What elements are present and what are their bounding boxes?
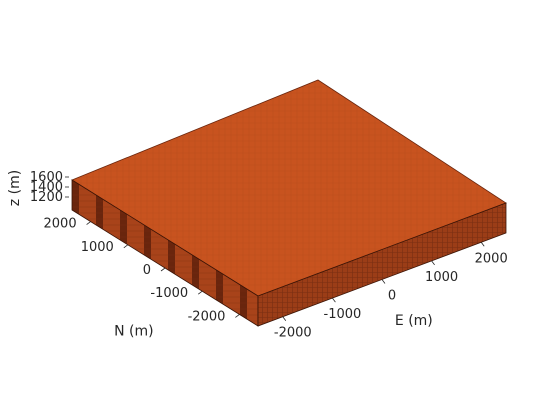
n-axis-tick-label: -2000: [188, 309, 226, 324]
block-right-face: [257, 202, 507, 327]
e-axis-tick-label: -1000: [324, 307, 362, 322]
e-axis-tick: [381, 279, 386, 284]
n-axis-tick: [197, 290, 203, 295]
e-axis-tick-label: 0: [388, 289, 396, 304]
n-axis-tick: [86, 221, 91, 225]
n-axis-label: N (m): [114, 323, 153, 339]
n-axis-tick: [123, 244, 129, 249]
z-axis-tick-label: 1200: [30, 190, 63, 205]
e-axis-tick-label: -2000: [274, 326, 312, 341]
e-axis-tick: [282, 316, 287, 321]
z-axis-tick-label: 1400: [30, 180, 63, 195]
e-axis-label: E (m): [395, 313, 433, 329]
e-axis-tick: [431, 260, 435, 266]
e-axis-tick-label: 1000: [425, 270, 458, 285]
n-axis-tick-label: 2000: [44, 217, 77, 232]
z-axis-tick-label: 1600: [30, 170, 63, 185]
n-axis: -2000-1000 0 1000 2000 N (m): [44, 217, 240, 339]
e-axis: -2000 -1000 0 1000 2000 E (m): [274, 242, 508, 341]
e-axis-tick-label: 2000: [475, 251, 508, 266]
e-axis-tick: [332, 297, 336, 303]
n-axis-tick-label: 1000: [81, 240, 114, 255]
n-axis-tick-label: 0: [143, 263, 151, 278]
e-axis-tick: [480, 242, 485, 247]
n-axis-tick: [235, 314, 240, 318]
n-axis-tick-label: -1000: [150, 286, 188, 301]
voxel-block: [71, 79, 507, 327]
block-top-face: [71, 79, 507, 297]
z-axis-label: z (m): [7, 170, 23, 206]
n-axis-tick: [160, 267, 166, 272]
